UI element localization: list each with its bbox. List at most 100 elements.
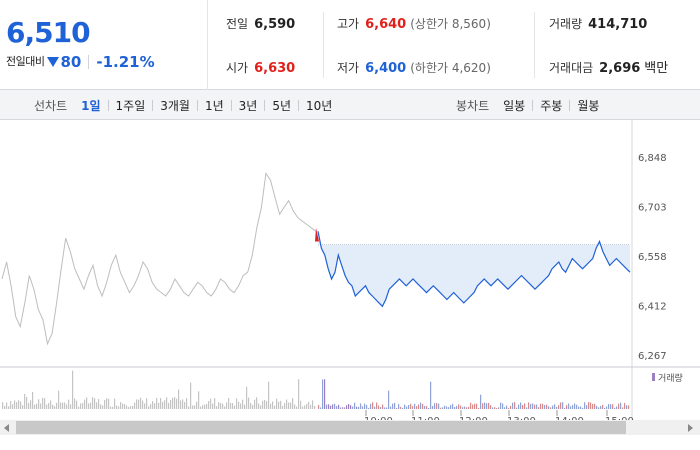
volume-bar (156, 397, 158, 409)
volume-bar (442, 407, 444, 409)
volume-bar (146, 398, 148, 409)
volume-bar (246, 386, 248, 409)
volume-bar (446, 406, 448, 409)
volume-bar (532, 403, 534, 409)
volume-bar (580, 406, 582, 409)
volume-bar (142, 400, 144, 409)
tab-1y[interactable]: 1년 (204, 98, 224, 113)
volume-bar (340, 407, 342, 409)
volume-bar (230, 402, 232, 409)
volume-bar (96, 402, 98, 409)
volume-bar (262, 400, 264, 409)
volume-bar (384, 407, 386, 409)
volume-bar (200, 406, 202, 409)
volume-bar (436, 403, 438, 409)
volume-bar (34, 404, 36, 409)
volume-bar (12, 404, 14, 409)
volume-bar (494, 407, 496, 409)
volume-bar (32, 391, 34, 409)
volume-bar (2, 402, 4, 409)
tab-3y[interactable]: 3년 (238, 98, 258, 113)
volume-bar (314, 406, 316, 409)
volume-bar (504, 407, 506, 409)
volume-bar (44, 398, 46, 409)
tab-1w[interactable]: 1주일 (115, 98, 146, 113)
volume-bar (216, 406, 218, 409)
tab-daily[interactable]: 일봉 (503, 98, 526, 113)
tab-weekly[interactable]: 주봉 (540, 98, 563, 113)
volume-bar (516, 407, 518, 409)
volume-bar (472, 404, 474, 409)
scroll-left-icon[interactable] (4, 424, 9, 432)
chart-scrollbar-thumb[interactable] (16, 421, 626, 434)
volume-bar (460, 405, 462, 409)
tab-monthly[interactable]: 월봉 (577, 98, 600, 113)
volume-bar (210, 398, 212, 409)
volume-bar (520, 402, 522, 409)
volume-bar (54, 406, 56, 409)
volume-bar (52, 404, 54, 409)
tab-3m[interactable]: 3개월 (160, 98, 190, 113)
tab-divider (569, 99, 571, 111)
stat-prev-close: 전일 6,590 (226, 14, 295, 35)
volume-bar (552, 405, 554, 409)
volume-bar (480, 394, 482, 409)
scroll-right-icon[interactable] (688, 424, 693, 432)
change-label: 전일대비 (6, 55, 45, 68)
volume-bar (226, 402, 228, 409)
volume-bar (102, 405, 104, 409)
volume-bar (538, 407, 540, 409)
volume-bar (264, 399, 266, 409)
volume-bar (194, 405, 196, 409)
volume-bar (380, 406, 382, 409)
volume-bar (404, 404, 406, 409)
volume-bar (560, 402, 562, 409)
volume-bar (624, 403, 626, 409)
volume-bar (36, 403, 38, 409)
amount-label: 거래대금 (549, 61, 594, 75)
volume-bar (80, 403, 82, 409)
volume-bar (576, 404, 578, 409)
high-value: 6,640 (365, 17, 407, 32)
volume-bar (514, 402, 516, 409)
volume-bar (218, 402, 220, 409)
volume-bar (68, 399, 70, 409)
tab-divider (152, 99, 154, 111)
volume-bar (396, 407, 398, 409)
volume-bar (338, 404, 340, 409)
volume-bar (244, 404, 246, 409)
tab-10y[interactable]: 10년 (306, 98, 333, 113)
volume-bar (4, 405, 6, 409)
volume-bar (136, 399, 138, 409)
tab-1d[interactable]: 1일 (81, 98, 101, 113)
volume-bar (6, 402, 8, 409)
volume-bar (358, 406, 360, 409)
volume-bar (254, 399, 256, 409)
volume-bar (46, 404, 48, 409)
current-price-box: 6,510 전일대비 80 -1.21% (0, 0, 208, 90)
volume-bar (556, 406, 558, 409)
stat-volume: 거래량 414,710 (549, 14, 647, 35)
volume-bar (154, 403, 156, 409)
volume-bar (234, 405, 236, 409)
volume-bar (476, 403, 478, 409)
volume-bar (628, 405, 630, 409)
volume-bar (382, 404, 384, 409)
volume-bar (376, 402, 378, 409)
volume-bar (280, 400, 282, 409)
volume-bar (530, 403, 532, 409)
volume-bar (462, 407, 464, 409)
volume-bar (202, 405, 204, 409)
volume-bar (42, 397, 44, 409)
volume-bar (268, 381, 270, 409)
tab-divider (196, 99, 198, 111)
low-value: 6,400 (365, 61, 407, 76)
volume-bar (182, 399, 184, 409)
volume-bar (584, 402, 586, 409)
volume-bar (588, 402, 590, 409)
tab-5y[interactable]: 5년 (272, 98, 292, 113)
line-chart-tabs: 선차트 1일 1주일 3개월 1년 3년 5년 10년 (34, 90, 332, 120)
volume-bar (512, 402, 514, 409)
volume-bar (196, 401, 198, 409)
